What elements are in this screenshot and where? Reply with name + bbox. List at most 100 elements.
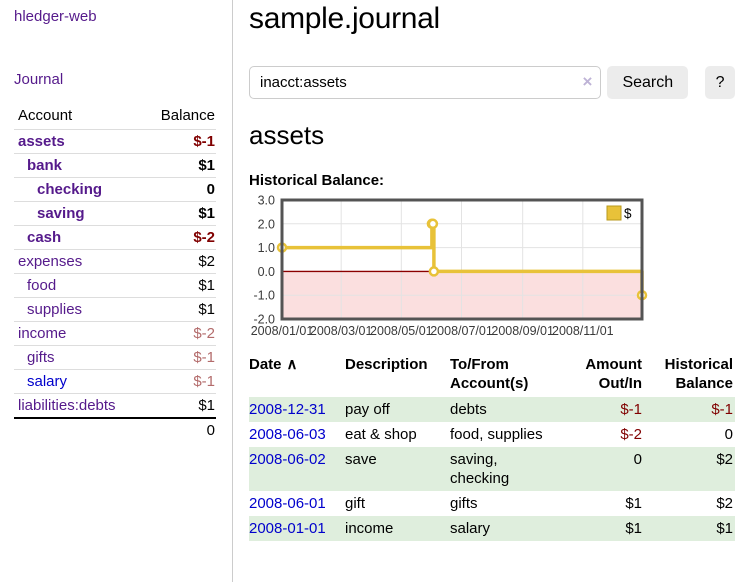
transaction-date-link[interactable]: 2008-06-01 <box>249 495 326 512</box>
transaction-date-link[interactable]: 2008-06-02 <box>249 451 326 468</box>
column-amount-outin: Amount Out/In <box>585 356 642 392</box>
register-header-row: Date ∧ Description To/From Account(s) Amo… <box>249 353 735 397</box>
account-balance: $-1 <box>141 345 216 370</box>
transaction-amount: 0 <box>633 451 642 468</box>
accounts-table: Account Balance assets $-1 bank $1 check… <box>14 105 216 442</box>
register-table: Date ∧ Description To/From Account(s) Amo… <box>249 353 735 541</box>
account-balance: $1 <box>141 273 216 298</box>
transaction-date-link[interactable]: 2008-01-01 <box>249 520 326 537</box>
transaction-balance: $2 <box>716 451 733 468</box>
register-row: 2008-06-01 gift gifts $1 $2 <box>249 491 735 516</box>
historical-balance-chart: 3.0 2.0 1.0 0.0 -1.0 -2.02008/01/012008/03/01… <box>251 194 648 338</box>
transaction-amount: $1 <box>625 520 642 537</box>
account-balance: $1 <box>141 153 216 178</box>
help-button[interactable]: ? <box>705 66 735 99</box>
transaction-date-link[interactable]: 2008-06-03 <box>249 426 326 443</box>
accounts-total-value: 0 <box>141 417 216 442</box>
register-row: 2008-12-31 pay off debts $-1 $-1 <box>249 397 735 422</box>
transaction-amount: $-1 <box>620 401 642 418</box>
account-row-checking: checking 0 <box>14 177 216 202</box>
account-row-cash: cash $-2 <box>14 225 216 250</box>
transaction-accounts: debts <box>450 401 487 418</box>
account-balance: $1 <box>141 201 216 226</box>
transaction-amount: $-2 <box>620 426 642 443</box>
transaction-description: save <box>345 451 377 468</box>
sidebar-item-journal[interactable]: Journal <box>14 71 64 88</box>
svg-text:2008/09/01: 2008/09/01 <box>491 324 554 338</box>
account-link-expenses[interactable]: expenses <box>18 253 83 270</box>
accounts-col-account: Account <box>18 107 73 124</box>
transaction-accounts: gifts <box>450 495 478 512</box>
accounts-col-balance: Balance <box>160 107 215 124</box>
svg-text:2008/11/01: 2008/11/01 <box>552 324 614 338</box>
account-balance: 0 <box>141 177 216 202</box>
transaction-amount: $1 <box>625 495 642 512</box>
sidebar: hledger-web Journal Account Balance asse… <box>0 0 233 582</box>
legend-swatch-icon <box>606 205 622 221</box>
transaction-description: eat & shop <box>345 426 417 443</box>
account-link-supplies[interactable]: supplies <box>27 301 83 318</box>
transaction-description: gift <box>345 495 366 512</box>
account-balance: $1 <box>141 393 216 418</box>
account-link-cash[interactable]: cash <box>27 229 62 246</box>
account-page-title: assets <box>249 120 325 150</box>
main-pane: sample.journal × Search ? assets Histori… <box>234 0 742 541</box>
accounts-total-row: 0 <box>14 417 216 442</box>
transaction-balance: 0 <box>724 426 733 443</box>
chart-title: Historical Balance: <box>249 172 385 189</box>
account-row-gifts: gifts $-1 <box>14 345 216 370</box>
account-row-supplies: supplies $1 <box>14 297 216 322</box>
account-link-gifts[interactable]: gifts <box>27 349 55 366</box>
app-title-link[interactable]: hledger-web <box>14 8 97 25</box>
transaction-accounts: salary <box>450 520 491 537</box>
account-balance: $-2 <box>141 321 216 346</box>
register-row: 2008-01-01 income salary $1 $1 <box>249 516 735 541</box>
account-link-saving[interactable]: saving <box>37 205 85 222</box>
accounts-header-row: Account Balance <box>14 105 216 130</box>
account-balance: $-1 <box>141 369 216 394</box>
account-link-food[interactable]: food <box>27 277 57 294</box>
transaction-balance: $2 <box>716 495 733 512</box>
chart-plot-area: 3.0 2.0 1.0 0.0 -1.0 -2.02008/01/012008/03/01… <box>251 194 648 338</box>
journal-title: sample.journal <box>249 2 440 35</box>
account-link-liabilities-debts[interactable]: liabilities:debts <box>18 397 116 414</box>
chart-legend: $ <box>606 205 632 221</box>
sort-ascending-icon: ∧ <box>286 356 298 373</box>
account-link-income[interactable]: income <box>18 325 67 342</box>
column-historical-balance: Historical Balance <box>664 356 733 392</box>
svg-text:2008/03/01: 2008/03/01 <box>310 324 373 338</box>
svg-text:1.0: 1.0 <box>258 241 275 255</box>
account-balance: $-1 <box>141 129 216 154</box>
svg-text:-2.0: -2.0 <box>253 313 275 327</box>
account-link-assets[interactable]: assets <box>18 133 65 150</box>
register-row: 2008-06-03 eat & shop food, supplies $-2… <box>249 422 735 447</box>
account-row-income: income $-2 <box>14 321 216 346</box>
svg-text:2008/07/01: 2008/07/01 <box>430 324 493 338</box>
transaction-accounts: food, supplies <box>450 426 543 443</box>
account-row-bank: bank $1 <box>14 153 216 178</box>
transaction-balance: $-1 <box>711 401 733 418</box>
account-link-checking[interactable]: checking <box>37 181 103 198</box>
svg-text:2008/05/01: 2008/05/01 <box>370 324 433 338</box>
svg-text:3.0: 3.0 <box>258 194 275 208</box>
legend-label: $ <box>624 206 632 221</box>
search-form: × Search ? <box>249 66 735 99</box>
search-button[interactable]: Search <box>607 66 689 99</box>
column-date[interactable]: Date <box>249 356 282 373</box>
transaction-accounts: saving, checking <box>450 451 510 487</box>
transaction-description: income <box>345 520 394 537</box>
svg-text:-1.0: -1.0 <box>253 289 275 303</box>
search-input[interactable] <box>249 66 602 99</box>
account-row-liabilities-debts: liabilities:debts $1 <box>14 393 216 418</box>
svg-text:0.0: 0.0 <box>258 265 275 279</box>
clear-search-icon[interactable]: × <box>582 72 593 91</box>
column-tofrom-accounts: To/From Account(s) <box>450 356 529 392</box>
account-link-salary[interactable]: salary <box>27 373 68 390</box>
account-row-expenses: expenses $2 <box>14 249 216 274</box>
account-link-bank[interactable]: bank <box>27 157 63 174</box>
column-description: Description <box>345 356 428 373</box>
register-row: 2008-06-02 save saving, checking 0 $2 <box>249 447 735 491</box>
svg-text:2008/01/01: 2008/01/01 <box>251 324 314 338</box>
chart-border <box>280 198 644 321</box>
transaction-date-link[interactable]: 2008-12-31 <box>249 401 326 418</box>
